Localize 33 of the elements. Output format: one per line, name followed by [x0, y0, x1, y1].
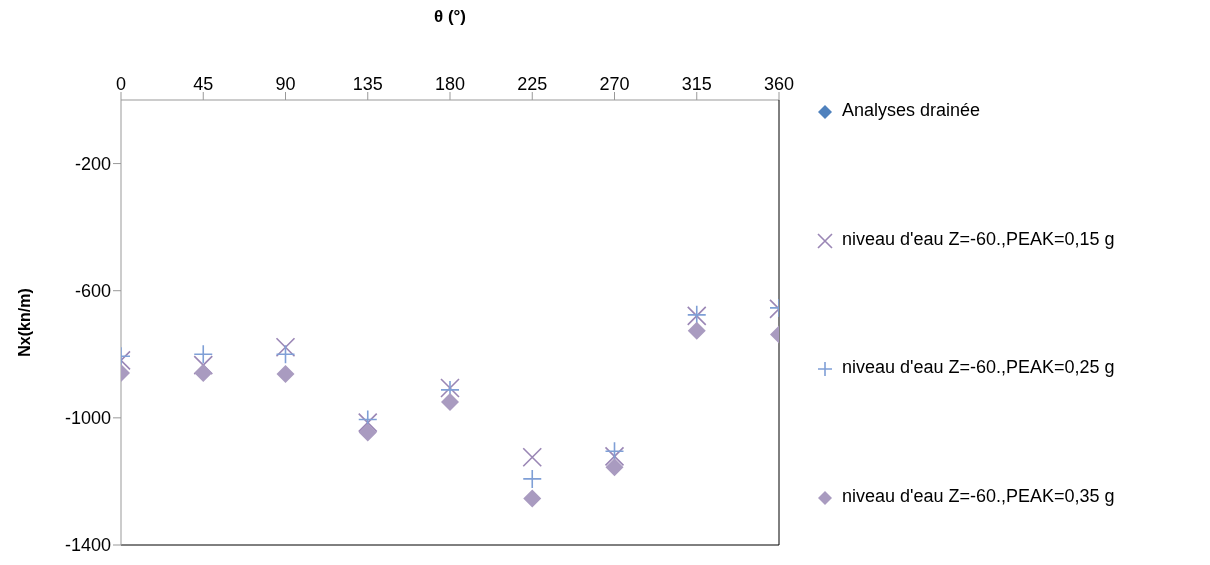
point [523, 489, 542, 508]
point [605, 458, 624, 477]
y-tick-label: -1000 [64, 408, 111, 429]
point [275, 344, 296, 365]
point [275, 337, 296, 358]
point [604, 446, 625, 467]
x-tick-label: 90 [275, 74, 296, 94]
x-tick-label: 360 [763, 74, 795, 94]
legend-label: niveau d'eau Z=-60.,PEAK=0,25 g [842, 357, 1115, 378]
x-tick-label: 225 [517, 74, 548, 94]
x-tick-label: 0 [115, 74, 127, 94]
y-tick-label: -600 [74, 281, 111, 302]
x-axis-title: θ (°) [433, 7, 467, 27]
y-axis-title: Nx(kn/m) [15, 288, 33, 357]
point [194, 364, 213, 383]
x-tick-label: 45 [193, 74, 214, 94]
x-tick-label: 135 [352, 74, 383, 94]
legend-label: niveau d'eau Z=-60.,PEAK=0,35 g [842, 485, 1115, 507]
x-tick-label: 270 [599, 74, 630, 94]
point [276, 364, 295, 383]
x-tick-label: 180 [434, 74, 466, 94]
y-tick-label: -200 [74, 153, 111, 174]
point [193, 344, 214, 365]
legend-label: niveau d'eau Z=-60.,PEAK=0,15 g [842, 228, 1115, 250]
point [522, 469, 543, 489]
point [441, 392, 459, 411]
point [193, 355, 214, 375]
x-tick-label: 315 [681, 74, 712, 94]
point [358, 423, 377, 442]
y-tick-label: -1400 [64, 535, 111, 556]
legend-label: Analyses drainée [842, 100, 981, 121]
point [687, 321, 706, 340]
point [522, 447, 543, 468]
